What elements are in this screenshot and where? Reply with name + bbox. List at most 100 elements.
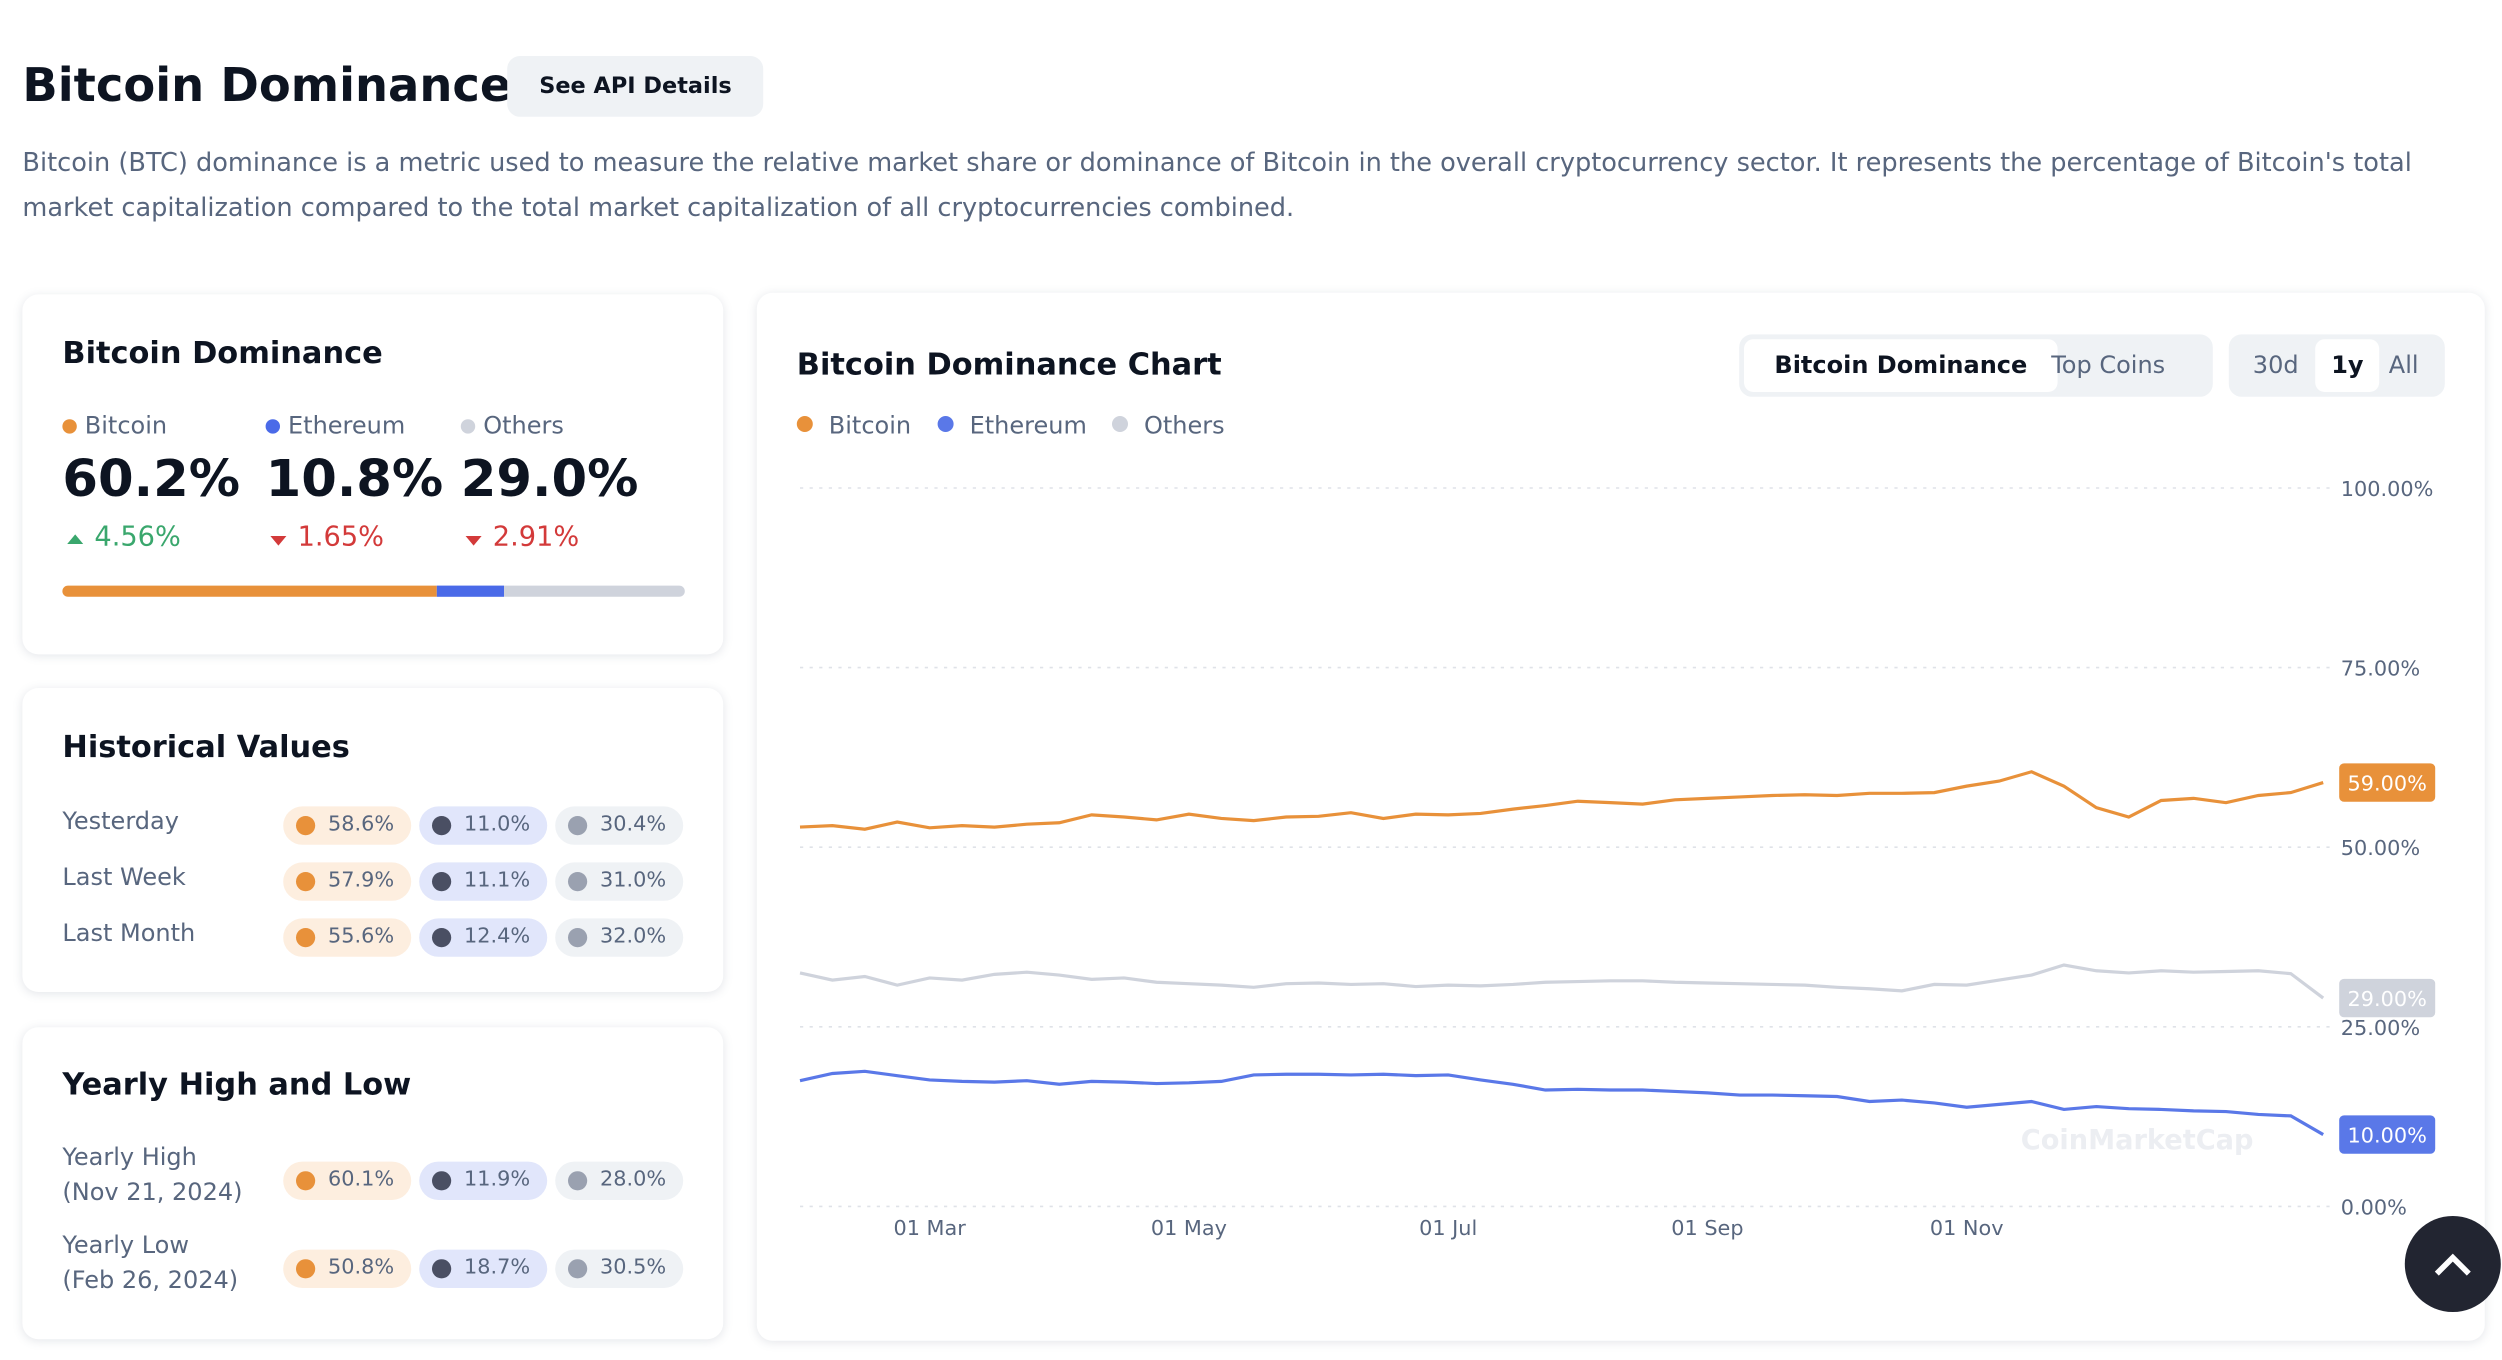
- legend-dot: [265, 419, 280, 434]
- value-pill: 31.0%: [555, 862, 684, 901]
- api-button[interactable]: See API Details: [507, 56, 764, 117]
- row-label: Yearly High: [62, 1142, 197, 1172]
- dominance-bar: [504, 585, 685, 597]
- y-tick-label: 25.00%: [2341, 1016, 2420, 1040]
- value-pill: 11.0%: [419, 806, 548, 845]
- chart-tabs: Bitcoin Dominance Top Coins: [1739, 334, 2213, 397]
- row-label: Last Month: [62, 918, 196, 948]
- coin-icon: [296, 872, 316, 892]
- trend-arrow: [465, 536, 482, 546]
- x-tick-label: 01 Mar: [893, 1216, 966, 1240]
- legend-dot: [796, 416, 813, 432]
- coin-icon: [296, 816, 316, 836]
- chart-title: Bitcoin Dominance Chart: [796, 347, 1222, 383]
- coin-icon: [432, 1171, 452, 1191]
- range-tab[interactable]: 1y: [2315, 339, 2380, 392]
- dominance-value: 60.2%: [62, 448, 241, 509]
- coin-name: Others: [483, 411, 564, 440]
- value-pill: 11.9%: [419, 1161, 548, 1200]
- range-tabs: 30d 1y All: [2228, 334, 2445, 397]
- range-tab[interactable]: All: [2388, 350, 2419, 380]
- value-pill: 18.7%: [419, 1249, 548, 1288]
- legend-dot: [1112, 416, 1128, 432]
- value-pill: 32.0%: [555, 918, 684, 957]
- card-title: Bitcoin Dominance: [62, 336, 383, 372]
- chart-tab[interactable]: Bitcoin Dominance: [1744, 339, 2058, 392]
- coin-icon: [432, 816, 452, 836]
- row-date: (Nov 21, 2024): [62, 1177, 243, 1207]
- trend-arrow: [270, 536, 287, 546]
- description: Bitcoin (BTC) dominance is a metric used…: [22, 147, 2412, 223]
- historical-card: Historical Values Yesterday Last Week Last…: [22, 688, 724, 992]
- value-pill: 28.0%: [555, 1161, 684, 1200]
- coin-icon: [568, 872, 588, 892]
- value-pill: 57.9%: [283, 862, 412, 901]
- page-title: Bitcoin Dominance: [22, 57, 512, 112]
- chart: 0.00% 25.00% 50.00% 75.00% 100.00% 01 Mar 01 M…: [796, 412, 2436, 1240]
- legend-label: Ethereum: [970, 412, 1087, 440]
- x-tick-label: 01 Sep: [1671, 1216, 1743, 1240]
- scroll-top[interactable]: [2404, 1216, 2501, 1312]
- coin-icon: [432, 1259, 452, 1279]
- legend-dot: [460, 419, 476, 434]
- coin-icon: [296, 1171, 316, 1191]
- change: 1.65%: [297, 521, 385, 554]
- coin-icon: [432, 928, 452, 948]
- end-label: 10.00%: [2348, 1124, 2427, 1148]
- y-tick-label: 100.00%: [2341, 477, 2434, 501]
- coin-icon: [296, 1259, 316, 1279]
- end-label: 29.00%: [2348, 987, 2427, 1011]
- summary-card: Bitcoin Dominance Bitcoin 60.2% 4.56% Ether…: [22, 294, 724, 655]
- row-label: Yearly Low: [62, 1230, 189, 1260]
- y-tick-label: 75.00%: [2341, 657, 2420, 681]
- y-tick-label: 0.00%: [2341, 1195, 2407, 1219]
- end-label-bg: [2339, 978, 2436, 1018]
- end-label-bg: [2339, 1115, 2436, 1154]
- change: 4.56%: [94, 521, 181, 554]
- yearly-card: Yearly High and Low Yearly High (Nov 21, …: [22, 1027, 724, 1340]
- row-label: Last Week: [62, 862, 186, 892]
- x-tick-label: 01 Nov: [1930, 1216, 2004, 1240]
- series-line: [799, 770, 2324, 831]
- value-pill: 55.6%: [283, 918, 412, 957]
- chevron-icon: [2434, 1253, 2471, 1276]
- series-line: [799, 963, 2325, 1000]
- range-tab[interactable]: 30d: [2252, 350, 2299, 380]
- value-pill: 50.8%: [283, 1249, 412, 1288]
- dominance-bar: [437, 585, 505, 597]
- coin-icon: [432, 872, 452, 892]
- legend-label: Others: [1144, 412, 1225, 440]
- row-date: (Feb 26, 2024): [62, 1265, 239, 1295]
- value-pill: 11.1%: [419, 862, 548, 901]
- card-title: Yearly High and Low: [62, 1067, 412, 1103]
- value-pill: 58.6%: [283, 806, 412, 845]
- x-tick-label: 01 Jul: [1419, 1216, 1477, 1240]
- value-pill: 30.5%: [555, 1249, 684, 1288]
- dominance-value: 10.8%: [265, 448, 444, 509]
- coin-icon: [568, 816, 588, 836]
- series-line: [799, 1069, 2324, 1136]
- dominance-value: 29.0%: [460, 448, 639, 509]
- legend-dot: [937, 416, 954, 432]
- end-label-bg: [2339, 763, 2436, 802]
- legend-label: Bitcoin: [829, 412, 911, 440]
- x-tick-label: 01 May: [1151, 1216, 1227, 1240]
- y-tick-label: 50.00%: [2341, 836, 2420, 860]
- dominance-bar: [62, 585, 438, 597]
- chart-card: Bitcoin Dominance Chart Bitcoin Dominanc…: [756, 292, 2485, 1341]
- trend-arrow: [67, 534, 84, 544]
- coin-name: Ethereum: [288, 411, 406, 440]
- chart-tab[interactable]: Top Coins: [2051, 350, 2166, 380]
- value-pill: 60.1%: [283, 1161, 412, 1200]
- change: 2.91%: [492, 521, 580, 554]
- coin-icon: [568, 928, 588, 948]
- coin-icon: [568, 1259, 588, 1279]
- value-pill: 30.4%: [555, 806, 684, 845]
- card-title: Historical Values: [62, 729, 350, 765]
- coin-icon: [296, 928, 316, 948]
- watermark: CoinMarketCap: [2021, 1125, 2254, 1156]
- value-pill: 12.4%: [419, 918, 548, 957]
- legend-dot: [62, 419, 77, 434]
